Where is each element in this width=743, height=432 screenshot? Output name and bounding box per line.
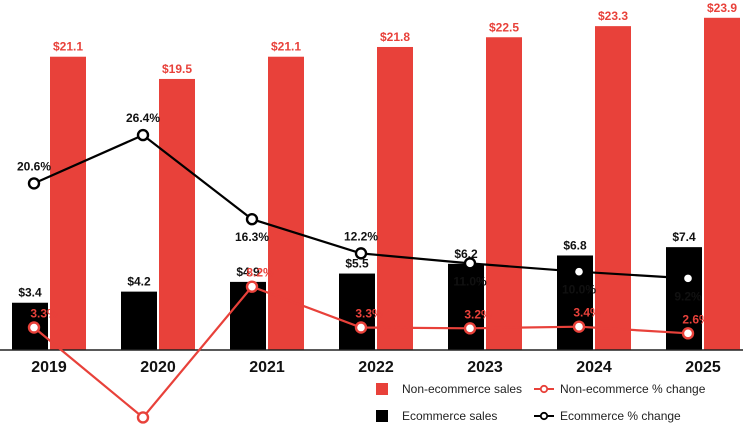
point-non-ecommerce-change-2025 <box>681 327 695 340</box>
data-label-ecommerce-change-2023: 11.0% <box>453 274 487 288</box>
data-label-ecommerce-sales-2025: $7.4 <box>672 230 696 244</box>
point-non-ecommerce-change-2023 <box>463 322 477 335</box>
data-label-non-ecommerce-sales-2020: $19.5 <box>162 62 192 76</box>
x-tick-label-2025: 2025 <box>685 359 721 376</box>
data-label-ecommerce-change-2022: 12.2% <box>344 229 378 243</box>
legend-label-ecommerce-sales: Ecommerce sales <box>402 409 497 423</box>
point-ecommerce-change-2024 <box>572 265 586 278</box>
x-tick-label-2020: 2020 <box>140 359 176 376</box>
point-non-ecommerce-change-2019 <box>27 321 41 334</box>
data-label-ecommerce-change-2021: 16.3% <box>235 230 269 244</box>
data-label-ecommerce-change-2019: 20.6% <box>17 159 51 173</box>
bar-ecommerce-sales-2023 <box>448 263 484 350</box>
x-tick-label-2021: 2021 <box>249 359 285 376</box>
x-tick-label-2024: 2024 <box>576 359 612 376</box>
point-ecommerce-change-2023 <box>463 257 477 270</box>
bar-non-ecommerce-sales-2025 <box>704 17 740 350</box>
legend-label-non-ecommerce-sales: Non-ecommerce sales <box>402 382 522 396</box>
point-ecommerce-change-2021 <box>245 213 259 226</box>
point-ecommerce-change-2020 <box>136 128 150 142</box>
data-label-ecommerce-sales-2020: $4.2 <box>127 275 151 289</box>
data-label-non-ecommerce-sales-2023: $22.5 <box>489 20 519 34</box>
data-label-ecommerce-change-2024: 10.0% <box>562 283 596 297</box>
data-label-ecommerce-sales-2021: $4.9 <box>236 265 260 279</box>
legend-label-non-ecommerce-change: Non-ecommerce % change <box>560 382 706 396</box>
data-label-non-ecommerce-change-2024: 3.4% <box>573 306 601 320</box>
x-tick-label-2019: 2019 <box>31 359 67 376</box>
bar-non-ecommerce-sales-2019 <box>50 56 86 351</box>
data-label-ecommerce-sales-2024: $6.8 <box>563 238 587 252</box>
data-label-non-ecommerce-sales-2025: $23.9 <box>707 1 737 15</box>
data-label-ecommerce-sales-2023: $6.2 <box>454 247 478 261</box>
data-label-ecommerce-change-2025: 9.2% <box>674 289 702 303</box>
data-label-non-ecommerce-change-2025: 2.6% <box>682 312 710 326</box>
legend: Non-ecommerce sales Non-ecommerce % chang… <box>376 382 706 423</box>
bars-group: $3.4 $21.1 $4.2 $19.5 $4.9 $21.1 $5.5 $21.8 $6.2… <box>12 1 740 351</box>
bar-ecommerce-sales-2020 <box>121 291 157 350</box>
x-tick-label-2022: 2022 <box>358 359 394 376</box>
data-label-non-ecommerce-change-2023: 3.2% <box>464 307 492 321</box>
bar-ecommerce-sales-2021 <box>230 281 266 350</box>
bar-non-ecommerce-sales-2020 <box>159 78 195 350</box>
data-label-non-ecommerce-sales-2022: $21.8 <box>380 30 410 44</box>
legend-swatch-non-ecommerce-sales <box>376 383 388 395</box>
data-label-non-ecommerce-change-2019: 3.3% <box>30 307 58 321</box>
bar-non-ecommerce-sales-2022 <box>377 46 413 350</box>
point-non-ecommerce-change-2024 <box>572 320 586 333</box>
bar-non-ecommerce-sales-2021 <box>268 56 304 351</box>
data-label-ecommerce-sales-2019: $3.4 <box>18 286 42 300</box>
point-ecommerce-change-2019 <box>27 177 41 190</box>
point-ecommerce-change-2022 <box>354 247 368 260</box>
data-label-non-ecommerce-sales-2021: $21.1 <box>271 40 301 54</box>
point-non-ecommerce-change-2020 <box>136 411 150 424</box>
legend-label-ecommerce-change: Ecommerce % change <box>560 409 681 423</box>
legend-marker-ecommerce-change <box>539 411 549 421</box>
point-ecommerce-change-2025 <box>681 272 695 285</box>
bar-ecommerce-sales-2022 <box>339 273 375 350</box>
data-label-non-ecommerce-sales-2019: $21.1 <box>53 40 83 54</box>
legend-swatch-ecommerce-sales <box>376 410 388 422</box>
data-label-ecommerce-sales-2022: $5.5 <box>345 257 369 271</box>
legend-marker-non-ecommerce-change <box>539 384 549 394</box>
data-label-non-ecommerce-sales-2024: $23.3 <box>598 9 628 23</box>
bar-non-ecommerce-sales-2024 <box>595 26 631 350</box>
bar-non-ecommerce-sales-2023 <box>486 37 522 350</box>
point-non-ecommerce-change-2021 <box>245 280 259 293</box>
data-label-non-ecommerce-change-2021: 8.2% <box>246 266 274 280</box>
x-tick-label-2023: 2023 <box>467 359 503 376</box>
point-non-ecommerce-change-2022 <box>354 321 368 334</box>
data-label-ecommerce-change-2020: 26.4% <box>126 111 160 125</box>
data-label-non-ecommerce-change-2022: 3.3% <box>355 307 383 321</box>
